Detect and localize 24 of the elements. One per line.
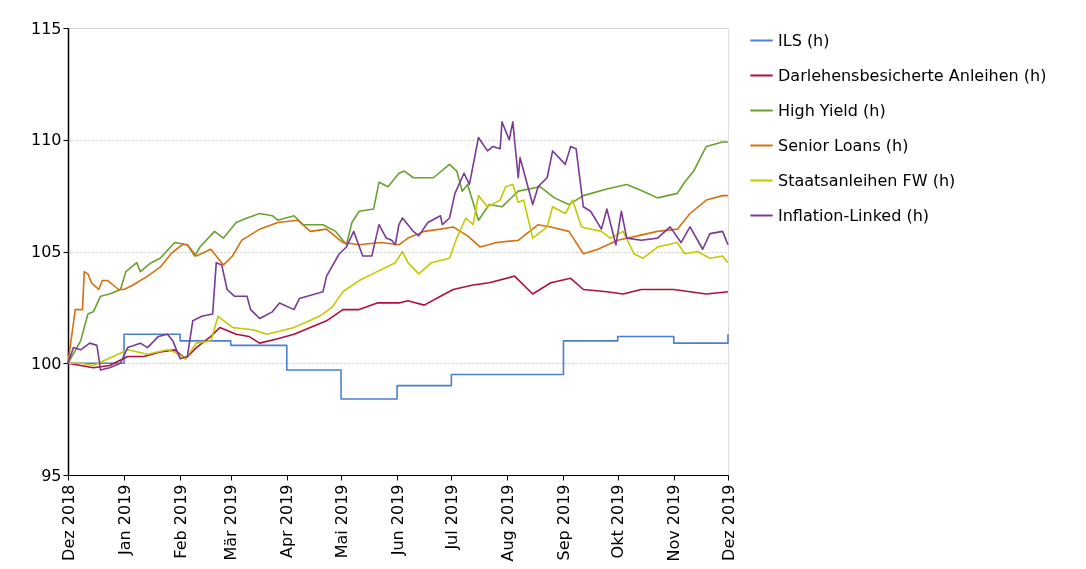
x-tick-label: Mai 2019 [331, 484, 351, 559]
y-tick-label: 100 [30, 353, 62, 373]
x-tick-label: Jul 2019 [441, 484, 461, 551]
y-tick-label: 95 [41, 465, 62, 485]
y-tick-label: 110 [30, 130, 62, 150]
x-tick-label: Aug 2019 [497, 484, 517, 562]
legend-label: Inflation-Linked (h) [778, 205, 930, 225]
x-tick-label: Mär 2019 [221, 484, 241, 561]
y-tick-label: 115 [30, 18, 62, 38]
y-tick-label: 105 [30, 242, 62, 261]
legend-label: ILS (h) [778, 30, 830, 50]
x-tick-label: Sep 2019 [553, 484, 573, 561]
x-tick-label: Dez 2019 [718, 484, 738, 561]
x-tick-label: Okt 2019 [608, 484, 628, 559]
x-tick-label: Jun 2019 [387, 484, 407, 557]
legend-label: High Yield (h) [778, 100, 886, 120]
legend-label: Senior Loans (h) [778, 135, 909, 155]
x-tick-label: Jan 2019 [114, 484, 134, 556]
legend-label: Staatsanleihen FW (h) [778, 170, 956, 190]
x-tick-label: Nov 2019 [664, 484, 684, 562]
legend-label: Darlehensbesicherte Anleihen (h) [778, 65, 1047, 85]
x-tick-label: Dez 2018 [58, 484, 78, 561]
x-tick-label: Feb 2019 [170, 484, 190, 559]
x-tick-label: Apr 2019 [277, 484, 297, 558]
